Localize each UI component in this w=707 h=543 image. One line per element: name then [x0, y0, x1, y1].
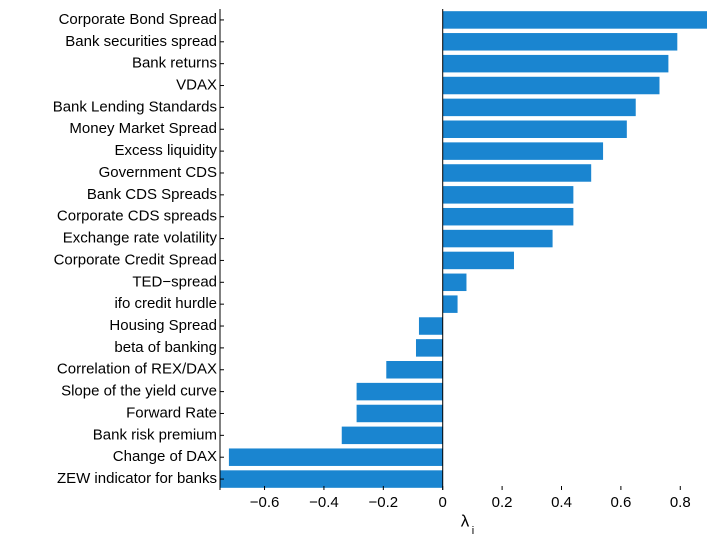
bar — [442, 54, 669, 73]
y-tick-label: Money Market Spread — [69, 120, 217, 137]
y-tick-label: Exchange rate volatility — [63, 230, 218, 247]
bar — [228, 448, 443, 466]
x-axis-label: λ — [461, 511, 470, 530]
y-tick-label: Bank risk premium — [93, 426, 217, 443]
bar — [442, 120, 627, 138]
bar — [442, 207, 574, 226]
y-tick-label: Slope of the yield curve — [61, 383, 217, 400]
bar — [442, 33, 678, 51]
bar — [442, 98, 636, 117]
bar — [442, 76, 660, 95]
bar — [442, 164, 592, 182]
y-tick-label: Bank securities spread — [65, 33, 217, 50]
bar — [442, 273, 467, 292]
y-tick-label: TED−spread — [132, 273, 217, 290]
y-tick-label: Housing Spread — [109, 317, 217, 334]
bar — [442, 251, 514, 270]
y-tick-label: beta of banking — [114, 339, 217, 356]
x-tick-label: 0.4 — [551, 494, 572, 511]
bar — [418, 317, 443, 335]
bar — [442, 295, 458, 313]
bar — [341, 426, 443, 445]
y-tick-label: Government CDS — [99, 164, 217, 181]
x-tick-label: −0.4 — [309, 494, 339, 511]
y-tick-label: Corporate Credit Spread — [54, 251, 217, 268]
bar — [442, 229, 553, 248]
y-tick-label: ifo credit hurdle — [114, 295, 217, 312]
y-tick-label: Change of DAX — [113, 448, 217, 465]
x-tick-label: −0.6 — [250, 494, 280, 511]
y-tick-label: Bank returns — [132, 55, 217, 72]
y-tick-label: Excess liquidity — [114, 142, 217, 159]
y-tick-label: Bank Lending Standards — [53, 98, 217, 115]
x-tick-label: −0.2 — [369, 494, 399, 511]
x-tick-label: 0 — [439, 494, 447, 511]
bar — [386, 361, 443, 379]
y-tick-label: Forward Rate — [126, 404, 217, 421]
x-axis-label-subscript: i — [472, 525, 474, 537]
x-tick-label: 0.2 — [492, 494, 513, 511]
y-tick-label: Bank CDS Spreads — [87, 186, 217, 203]
y-tick-label: ZEW indicator for banks — [57, 470, 217, 487]
bar — [356, 404, 443, 423]
y-tick-label: Corporate Bond Spread — [59, 11, 217, 28]
y-tick-label: Correlation of REX/DAX — [57, 361, 217, 378]
bar — [356, 382, 443, 401]
bar — [442, 11, 707, 29]
y-tick-label: Corporate CDS spreads — [57, 208, 217, 225]
bar — [442, 186, 574, 204]
bar — [442, 142, 604, 160]
bar — [415, 339, 443, 357]
bar — [220, 470, 443, 488]
y-tick-label: VDAX — [176, 76, 217, 93]
x-tick-label: 0.6 — [610, 494, 631, 511]
x-tick-label: 0.8 — [670, 494, 691, 511]
